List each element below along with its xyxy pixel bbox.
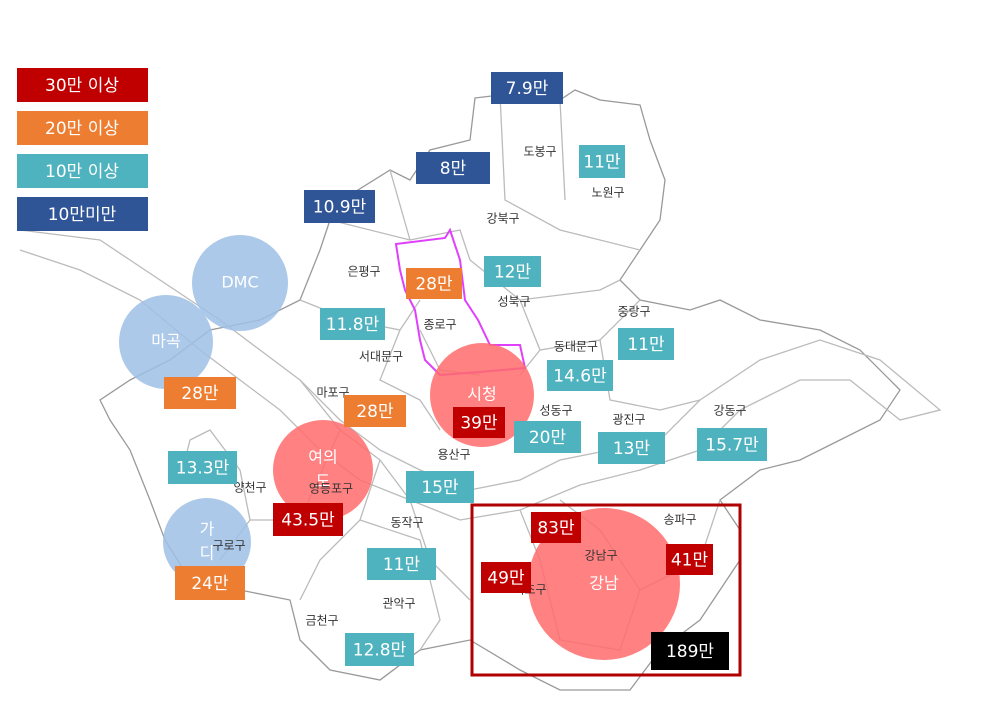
value-box — [666, 544, 713, 575]
value-label: 13만 — [613, 439, 651, 459]
gangnam-frame — [470, 503, 742, 677]
district-name: 영등포구 — [309, 482, 353, 496]
circle-label: 디 — [200, 544, 215, 563]
district-name: 송파구 — [663, 513, 696, 527]
value-label: 11만 — [583, 153, 621, 173]
circle-label: 여의 — [308, 448, 337, 467]
value-label: 15.7만 — [705, 436, 759, 456]
area-circle — [192, 235, 288, 331]
legend-label: 20만 이상 — [45, 119, 119, 139]
area-circle — [119, 295, 213, 389]
value-label: 24만 — [191, 574, 229, 594]
district-name: 양천구 — [233, 480, 266, 495]
value-box — [514, 421, 581, 453]
legend-swatch — [17, 197, 148, 231]
value-box — [651, 632, 729, 670]
value-label: 14.6만 — [553, 367, 607, 387]
district-name: 강동구 — [713, 404, 746, 418]
circle-label: 강남 — [589, 574, 619, 593]
legend-swatch — [17, 111, 148, 145]
legend-label: 30만 이상 — [45, 76, 119, 96]
value-label: 41만 — [671, 551, 709, 571]
district-name: 성동구 — [539, 404, 572, 418]
value-label: 12만 — [494, 263, 532, 283]
value-box — [416, 152, 490, 184]
district-name: 도봉구 — [523, 145, 556, 159]
value-label: 11만 — [383, 555, 421, 575]
value-box — [344, 395, 406, 427]
value-box — [273, 503, 343, 536]
value-box — [531, 512, 581, 543]
district-name: 서대문구 — [359, 350, 403, 364]
district-name: 구로구 — [212, 539, 245, 553]
value-box — [367, 548, 436, 580]
circle-label: 마곡 — [151, 332, 180, 351]
value-label: 83만 — [537, 519, 575, 539]
value-box — [579, 145, 625, 178]
circle-label: 시청 — [467, 385, 496, 404]
value-box — [164, 377, 236, 409]
legend: 30만 이상 20만 이상 10만 이상 10만미만 — [17, 68, 148, 231]
district-name: 관악구 — [382, 597, 415, 611]
area-circle — [528, 508, 680, 660]
value-label: 43.5만 — [281, 511, 335, 531]
value-box — [481, 562, 531, 593]
value-box — [406, 471, 474, 503]
district-name: 마포구 — [316, 386, 349, 400]
value-box — [618, 328, 674, 360]
district-name: 금천구 — [305, 613, 338, 628]
district-name: 노원구 — [591, 186, 624, 200]
circle-label: 도 — [316, 472, 331, 491]
district-name: 동대문구 — [554, 340, 598, 354]
circle-label: 가 — [200, 520, 215, 539]
value-label: 7.9만 — [506, 79, 549, 99]
value-label: 10.9만 — [313, 198, 367, 218]
district-name: 동작구 — [390, 516, 423, 530]
value-label: 12.8만 — [353, 641, 407, 661]
value-box — [598, 432, 665, 464]
district-name: 중랑구 — [617, 305, 650, 319]
circle-label: DMC — [221, 273, 258, 292]
legend-swatch — [17, 154, 148, 188]
value-box — [484, 256, 541, 287]
district-name: 광진구 — [612, 413, 645, 427]
value-label: 49만 — [487, 569, 525, 589]
district-name: 은평구 — [347, 265, 380, 279]
value-box — [345, 633, 414, 666]
value-box — [547, 360, 613, 391]
value-box — [168, 451, 237, 484]
value-box — [406, 268, 462, 299]
value-label: 28만 — [356, 402, 394, 422]
district-name: 강남구 — [584, 549, 617, 563]
value-label: 28만 — [181, 384, 219, 404]
legend-label: 10만미만 — [48, 205, 117, 225]
value-box — [697, 428, 767, 461]
value-boxes: 7.9만 8만 10.9만 11만 12만 28만 11.8만 11만 14.6만 28만 28만 3… — [164, 72, 767, 670]
value-label: 11.8만 — [326, 315, 380, 335]
value-label: 8만 — [440, 159, 467, 179]
value-label: 15만 — [421, 478, 459, 498]
value-label: 20만 — [529, 428, 567, 448]
value-label: 13.3만 — [176, 459, 230, 479]
value-box — [453, 407, 505, 438]
district-name: 성북구 — [497, 295, 530, 309]
value-box — [320, 308, 385, 340]
legend-label: 10만 이상 — [45, 162, 119, 182]
area-circle — [273, 420, 373, 520]
value-label: 39만 — [460, 414, 498, 434]
value-label: 11만 — [627, 335, 665, 355]
value-box — [304, 190, 375, 223]
value-label: 189만 — [666, 642, 714, 662]
legend-swatch — [17, 68, 148, 102]
area-circle — [163, 498, 251, 586]
district-name: 종로구 — [423, 318, 456, 332]
value-label: 28만 — [415, 275, 453, 295]
value-box — [175, 566, 245, 600]
district-name: 용산구 — [437, 448, 470, 462]
value-box — [491, 72, 563, 104]
district-name: 강북구 — [486, 212, 519, 226]
